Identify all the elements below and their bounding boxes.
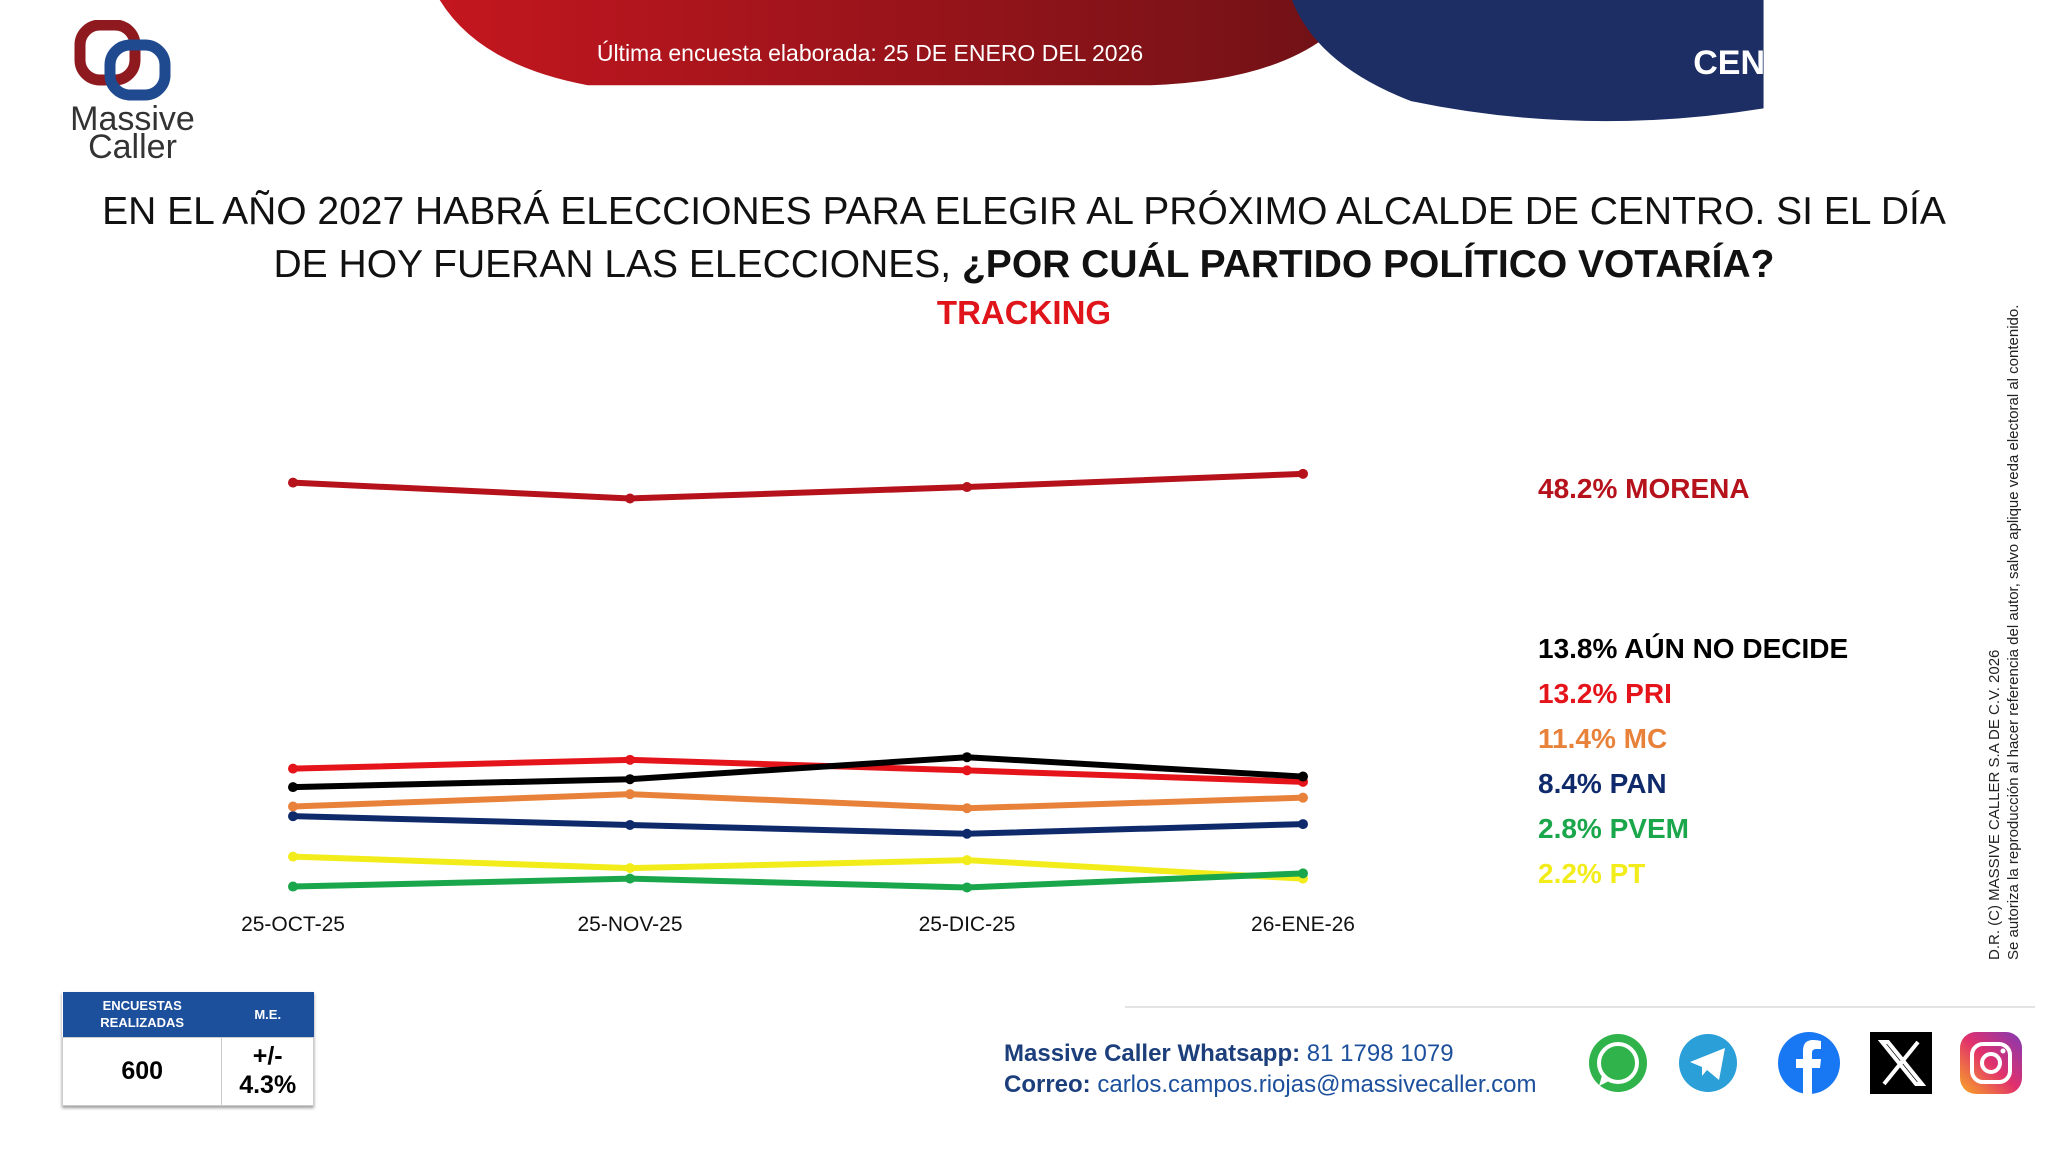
me-header: M.E. (221, 992, 314, 1037)
copyright-line2: Se autoriza la reproducción al hacer ref… (2005, 304, 2022, 960)
series-line-aún-no-decide (292, 754, 1304, 791)
series-label: 2.2% PT (1538, 858, 1646, 889)
series-line-pri (292, 756, 1304, 785)
series-label: 13.8% AÚN NO DECIDE (1538, 633, 1849, 664)
x-tick-label: 25-NOV-25 (577, 913, 682, 936)
data-point (288, 851, 298, 862)
data-point (625, 863, 635, 874)
logo-text-massive: Massive (70, 100, 195, 138)
me-value: +/- 4.3% (221, 1036, 314, 1106)
whatsapp-icon[interactable] (1585, 1030, 1651, 1096)
data-point (1298, 771, 1308, 782)
question-line2: DE HOY FUERAN LAS ELECCIONES, (273, 243, 962, 286)
data-point (625, 754, 635, 765)
data-point (962, 828, 972, 839)
x-tick-label: 25-DIC-25 (919, 913, 1016, 936)
data-point (1298, 468, 1308, 479)
copyright-line1: D.R. (C) MASSIVE CALLER S.A DE C.V. 2026 (1986, 649, 2003, 960)
logo-text-caller: Caller (88, 128, 177, 166)
whatsapp-label: Massive Caller Whatsapp: (1004, 1040, 1301, 1067)
series-label: 8.4% PAN (1538, 768, 1667, 799)
question-line1: EN EL AÑO 2027 HABRÁ ELECCIONES PARA ELE… (102, 190, 1946, 233)
data-point (288, 801, 298, 812)
copyright-notice: D.R. (C) MASSIVE CALLER S.A DE C.V. 2026… (1985, 180, 2023, 960)
series-label: 48.2% MORENA (1538, 473, 1750, 504)
data-point (625, 873, 635, 884)
data-point (962, 803, 972, 814)
series-line-pt (292, 853, 1304, 882)
question: EN EL AÑO 2027 HABRÁ ELECCIONES PARA ELE… (0, 185, 2048, 291)
data-point (625, 789, 635, 800)
data-point (625, 493, 635, 504)
x-icon[interactable] (1868, 1030, 1934, 1096)
telegram-icon[interactable] (1675, 1030, 1741, 1096)
question-emphasis: ¿POR CUÁL PARTIDO POLÍTICO VOTARÍA? (961, 243, 1775, 286)
email-link[interactable]: carlos.campos.riojas@massivecaller.com (1097, 1071, 1537, 1098)
series-label: 11.4% MC (1538, 723, 1668, 754)
facebook-icon[interactable] (1776, 1030, 1842, 1096)
massive-caller-logo: Massive Caller (55, 19, 210, 170)
data-point (288, 782, 298, 793)
surveys-header: ENCUESTAS REALIZADAS (62, 992, 222, 1037)
data-point (625, 774, 635, 785)
email-label: Correo: (1004, 1071, 1091, 1098)
data-point (962, 882, 972, 893)
surveys-value: 600 (61, 1036, 223, 1106)
x-tick-label: 25-OCT-25 (241, 913, 345, 936)
data-point (288, 811, 298, 822)
series-line-mc (292, 791, 1304, 812)
divider (1125, 1006, 2035, 1008)
data-point (1298, 792, 1308, 803)
data-point (962, 482, 972, 493)
logo-icon (74, 19, 171, 101)
series-line-pan (292, 813, 1304, 837)
data-point (288, 763, 298, 774)
data-point (1298, 819, 1308, 830)
region-title: CENTRO (1693, 44, 1837, 82)
series-line-morena (292, 470, 1304, 502)
x-tick-label: 26-ENE-26 (1251, 913, 1355, 936)
series-label: 2.8% PVEM (1538, 813, 1689, 844)
data-point (1298, 868, 1308, 879)
series-line-pvem (292, 870, 1304, 891)
contact-info: Massive Caller Whatsapp: 81 1798 1079 Co… (1004, 1038, 1537, 1100)
data-point (288, 477, 298, 488)
survey-date: Última encuesta elaborada: 25 DE ENERO D… (596, 40, 1144, 66)
tracking-subtitle: TRACKING (936, 294, 1112, 331)
instagram-icon[interactable] (1958, 1030, 2024, 1096)
data-point (625, 819, 635, 830)
data-point (288, 881, 298, 892)
series-label: 13.2% PRI (1538, 678, 1672, 709)
stats-table: ENCUESTAS REALIZADAS M.E. 600 +/- 4.3% (61, 992, 314, 1106)
data-point (962, 752, 972, 763)
data-point (962, 855, 972, 866)
data-point (962, 765, 972, 776)
header-banner (439, 0, 1764, 122)
whatsapp-number[interactable]: 81 1798 1079 (1306, 1040, 1454, 1067)
